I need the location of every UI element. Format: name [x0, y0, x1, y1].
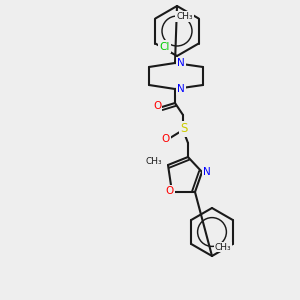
- Text: CH₃: CH₃: [214, 242, 231, 251]
- Text: O: O: [166, 186, 174, 196]
- Text: S: S: [180, 122, 188, 136]
- Text: CH₃: CH₃: [176, 12, 193, 21]
- Text: N: N: [203, 167, 211, 177]
- Text: N: N: [177, 84, 185, 94]
- Text: N: N: [177, 58, 185, 68]
- Text: CH₃: CH₃: [146, 158, 162, 166]
- Text: Cl: Cl: [159, 41, 170, 52]
- Text: O: O: [153, 101, 161, 111]
- Text: O: O: [162, 134, 170, 144]
